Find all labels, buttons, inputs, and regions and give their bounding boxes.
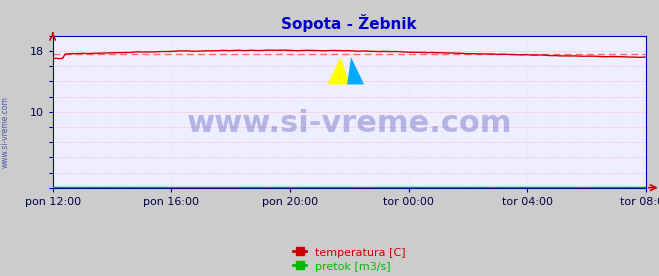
- Text: www.si-vreme.com: www.si-vreme.com: [186, 109, 512, 139]
- Polygon shape: [347, 57, 364, 84]
- Legend: temperatura [C], pretok [m3/s]: temperatura [C], pretok [m3/s]: [289, 242, 410, 276]
- Title: Sopota - Žebnik: Sopota - Žebnik: [281, 14, 417, 32]
- Polygon shape: [328, 57, 350, 84]
- Text: www.si-vreme.com: www.si-vreme.com: [1, 97, 10, 168]
